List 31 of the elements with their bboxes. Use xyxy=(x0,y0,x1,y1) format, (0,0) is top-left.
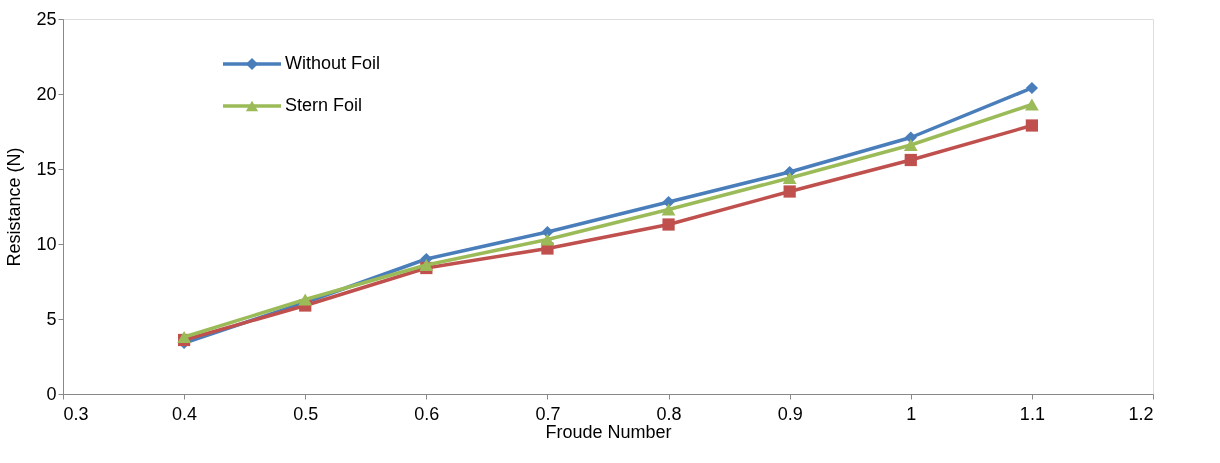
y-tick-label: 15 xyxy=(36,158,57,179)
x-tick-label: 0.4 xyxy=(172,403,198,424)
x-tick-label: 1.2 xyxy=(1128,403,1154,424)
point xyxy=(661,203,676,216)
x-tick-label: 0.7 xyxy=(535,403,561,424)
point xyxy=(419,259,434,271)
point xyxy=(662,218,675,231)
x-tick-label: 0.9 xyxy=(777,403,803,424)
y-tick-label: 25 xyxy=(36,8,57,29)
point xyxy=(540,233,555,246)
x-tick-label: 0.6 xyxy=(414,403,440,424)
y-tick-label: 0 xyxy=(46,383,57,404)
x-tick-label: 1 xyxy=(906,403,917,424)
x-tick-label: 0.3 xyxy=(63,403,89,424)
legend-label: Without Foil xyxy=(285,53,381,73)
x-tick-label: 1.1 xyxy=(1019,403,1045,424)
x-tick-label: 0.8 xyxy=(656,403,682,424)
point xyxy=(783,185,796,198)
x-tick-label: 0.5 xyxy=(293,403,319,424)
point xyxy=(1025,98,1039,111)
point xyxy=(782,172,797,184)
y-tick-label: 5 xyxy=(46,308,57,329)
point xyxy=(903,139,918,151)
y-axis-title: Resistance (N) xyxy=(4,147,25,267)
point xyxy=(1025,81,1039,95)
legend-label: Stern Foil xyxy=(285,95,363,115)
point xyxy=(1025,119,1039,132)
x-axis-title: Froude Number xyxy=(545,421,672,442)
y-tick-label: 20 xyxy=(36,83,57,104)
y-tick-label: 10 xyxy=(36,233,57,254)
point xyxy=(904,153,917,167)
